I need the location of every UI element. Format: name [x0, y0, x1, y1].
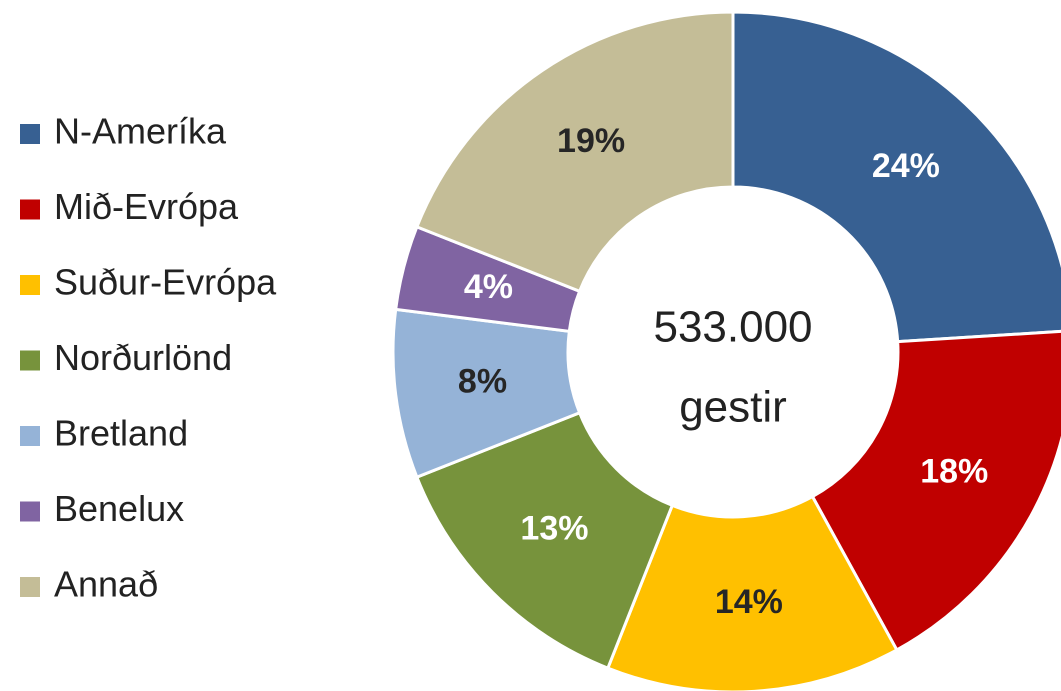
slice-label: 19%	[557, 122, 625, 160]
center-label: 533.000	[653, 303, 812, 352]
legend-text: N-Ameríka	[54, 111, 227, 152]
legend-swatch	[20, 199, 40, 220]
legend-swatch	[20, 501, 40, 522]
slice-label: 18%	[920, 453, 988, 491]
legend-text: Bretland	[54, 413, 188, 454]
slice	[414, 10, 735, 294]
legend-swatch	[20, 275, 40, 295]
slice-label: 14%	[715, 583, 783, 621]
legend-swatch	[20, 350, 40, 371]
slice-label: 13%	[520, 510, 588, 548]
slice-label: 8%	[458, 363, 507, 401]
center-label: gestir	[679, 383, 787, 432]
slice	[731, 10, 1061, 344]
legend-swatch	[20, 577, 40, 597]
slice	[414, 410, 675, 671]
legend-text: Norðurlönd	[54, 337, 232, 378]
slice-label: 4%	[464, 268, 513, 306]
legend-swatch	[20, 124, 40, 144]
legend: N-Ameríka Mið-Evrópa Suður-Evrópa Norðurlön…	[20, 111, 277, 605]
slices	[391, 10, 1061, 691]
legend-text: Mið-Evrópa	[54, 186, 239, 227]
slice	[810, 329, 1061, 652]
legend-text: Annað	[54, 564, 158, 605]
legend-text: Benelux	[54, 488, 184, 529]
slice-label: 24%	[872, 147, 940, 185]
slice	[605, 494, 899, 691]
legend-swatch	[20, 426, 40, 446]
legend-text: Suður-Evrópa	[54, 262, 277, 303]
